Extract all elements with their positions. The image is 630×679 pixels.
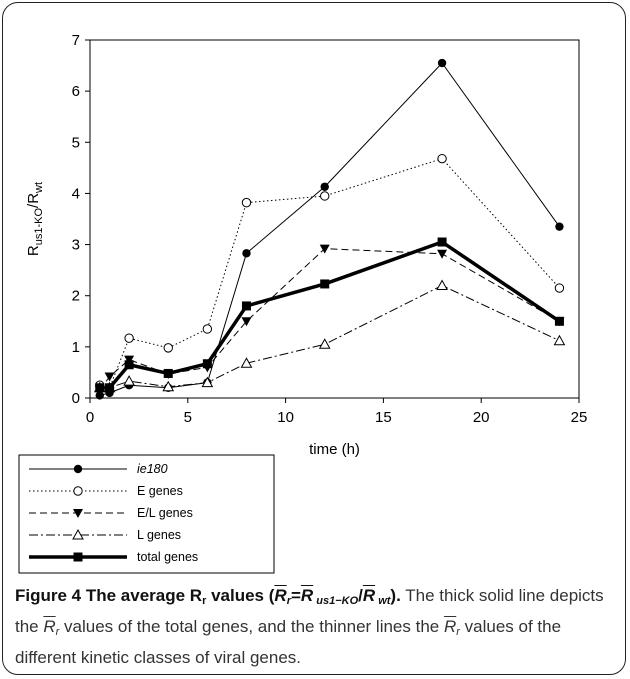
y-tick-label: 2 — [72, 288, 80, 305]
data-point-e-genes — [202, 324, 213, 334]
data-point-e-l-genes — [319, 244, 330, 254]
data-point-e-l-genes — [437, 249, 448, 259]
data-point-e-genes — [320, 191, 330, 201]
x-tick-label: 15 — [375, 409, 392, 426]
caption-symbol-1: R — [43, 617, 56, 636]
data-point-l-genes — [436, 279, 448, 290]
line-chart: 0 1 2 3 4 5 6 7 0 5 10 15 20 25 time (h) Rus1-KO/Rwt ie1… — [18, 32, 588, 574]
legend-label-e-genes: E genes — [137, 484, 183, 498]
data-point-e-l-genes — [124, 355, 135, 365]
y-tick-label: 7 — [72, 32, 80, 49]
data-point-e-l-genes — [241, 317, 252, 327]
legend-box — [18, 454, 275, 574]
y-tick-label: 4 — [72, 185, 80, 202]
data-point-l-genes — [201, 376, 214, 388]
x-tick-label: 5 — [184, 409, 192, 426]
data-point-ie180 — [320, 182, 329, 191]
data-point-total-genes — [124, 360, 134, 370]
data-point-l-genes — [162, 380, 175, 392]
series-total-genes — [95, 237, 564, 393]
legend-label-e-l-genes: E/L genes — [137, 506, 193, 520]
data-point-total-genes — [241, 301, 251, 311]
y-tick-label: 5 — [72, 134, 80, 151]
data-point-total-genes — [202, 359, 212, 369]
caption-text-2: values of the total genes, and the thinn… — [59, 617, 444, 636]
data-point-e-genes — [163, 343, 173, 353]
legend: ie180 E genes E/L genes L genes total genes — [18, 454, 275, 574]
y-tick-label: 0 — [72, 390, 80, 407]
caption-title: Figure 4 The average Rr values (Rr=R us1… — [15, 586, 401, 607]
legend-marker-e-genes — [73, 486, 83, 496]
x-tick-label: 10 — [277, 409, 294, 426]
data-point-e-genes — [437, 153, 447, 164]
series-line-total-genes — [99, 240, 561, 390]
data-point-total-genes — [95, 383, 105, 393]
legend-marker-ie180 — [73, 464, 83, 474]
data-point-l-genes — [240, 357, 253, 368]
x-tick-label: 0 — [86, 409, 94, 426]
caption-symbol-2-sub: r — [456, 626, 460, 638]
legend-label-l-genes: L genes — [137, 528, 181, 542]
data-point-l-genes — [318, 338, 331, 349]
data-point-l-genes — [553, 334, 566, 346]
y-tick-label: 3 — [72, 237, 80, 254]
data-point-e-genes — [554, 283, 565, 293]
data-point-total-genes — [163, 368, 173, 378]
y-tick-label: 6 — [72, 83, 80, 100]
legend-marker-l-genes — [72, 528, 84, 540]
data-point-total-genes — [105, 383, 115, 393]
data-point-ie180 — [555, 222, 564, 231]
series-e-genes — [95, 153, 565, 393]
data-point-total-genes — [554, 316, 564, 326]
x-tick-label: 25 — [571, 409, 588, 426]
series-line-e-genes — [99, 158, 560, 389]
data-point-total-genes — [320, 279, 330, 289]
legend-marker-e-l-genes — [73, 509, 83, 518]
data-point-total-genes — [437, 237, 447, 247]
data-point-e-genes — [124, 333, 134, 343]
caption-text-1: The thick solid line depicts the — [15, 586, 604, 636]
data-point-l-genes — [123, 375, 135, 386]
y-axis-label: Rus1-KO/Rwt — [25, 182, 45, 256]
data-point-e-genes — [241, 197, 252, 208]
legend-label-total-genes: total genes — [137, 550, 198, 564]
plot-area — [89, 39, 580, 399]
caption-text-3: values of the different kinetic classes … — [15, 617, 562, 667]
legend-marker-total-genes — [73, 552, 83, 562]
data-point-ie180 — [437, 58, 447, 68]
x-axis-label: time (h) — [309, 441, 360, 458]
caption-symbol-2: R — [443, 617, 457, 636]
data-point-e-l-genes — [104, 372, 115, 382]
y-tick-label: 1 — [72, 339, 80, 356]
caption-symbol-1-sub: r — [55, 626, 60, 638]
figure-caption: Figure 4 The average Rr values (Rr=R us1… — [15, 583, 619, 671]
data-point-ie180 — [95, 391, 104, 400]
x-tick-label: 20 — [473, 409, 490, 426]
data-point-ie180 — [242, 249, 251, 258]
legend-label-ie180: ie180 — [137, 462, 168, 476]
